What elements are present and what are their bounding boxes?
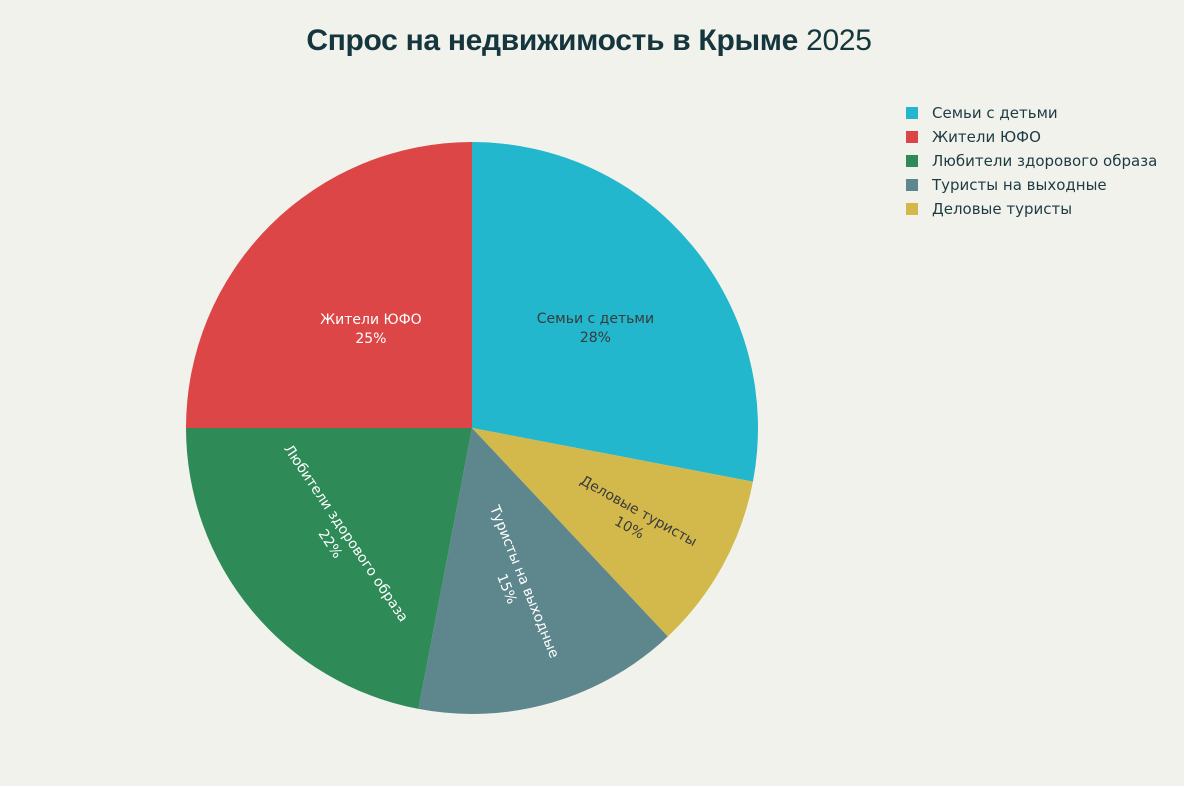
legend-item[interactable]: Туристы на выходные (906, 173, 1157, 197)
legend: Семьи с детьми Жители ЮФО Любители здорово… (906, 101, 1157, 221)
legend-label: Жители ЮФО (932, 128, 1041, 146)
pie-slice[interactable] (186, 142, 472, 428)
legend-label: Деловые туристы (932, 200, 1073, 218)
chart-title-main: Спрос на недвижимость в Крыме (306, 24, 799, 57)
pie-slice[interactable] (418, 428, 668, 714)
chart-title-year: 2025 (806, 24, 872, 57)
legend-item[interactable]: Любители здорового образа (906, 149, 1157, 173)
legend-swatch (906, 131, 918, 143)
legend-item[interactable]: Деловые туристы (906, 197, 1157, 221)
pie-slice[interactable] (472, 428, 753, 637)
legend-swatch (906, 179, 918, 191)
legend-swatch (906, 107, 918, 119)
pie-slice[interactable] (185, 428, 473, 709)
slice-label-name: Семьи с детьми (537, 311, 654, 327)
legend-label: Туристы на выходные (932, 176, 1107, 194)
slice-label-percent: 28% (580, 330, 611, 346)
chart-title: Спрос на недвижимость в Крыме 2025 (0, 24, 1178, 58)
legend-item[interactable]: Семьи с детьми (906, 101, 1157, 125)
slice-label: Жители ЮФО 25% (320, 312, 422, 347)
pie-slice[interactable] (472, 142, 758, 482)
slice-label-name: Жители ЮФО (320, 312, 422, 328)
legend-swatch (906, 155, 918, 167)
legend-label: Семьи с детьми (932, 104, 1058, 122)
legend-swatch (906, 203, 918, 215)
legend-label: Любители здорового образа (932, 152, 1158, 170)
slice-label-percent: 25% (355, 331, 386, 347)
slice-label: Семьи с детьми 28% (537, 311, 654, 346)
legend-item[interactable]: Жители ЮФО (906, 125, 1157, 149)
